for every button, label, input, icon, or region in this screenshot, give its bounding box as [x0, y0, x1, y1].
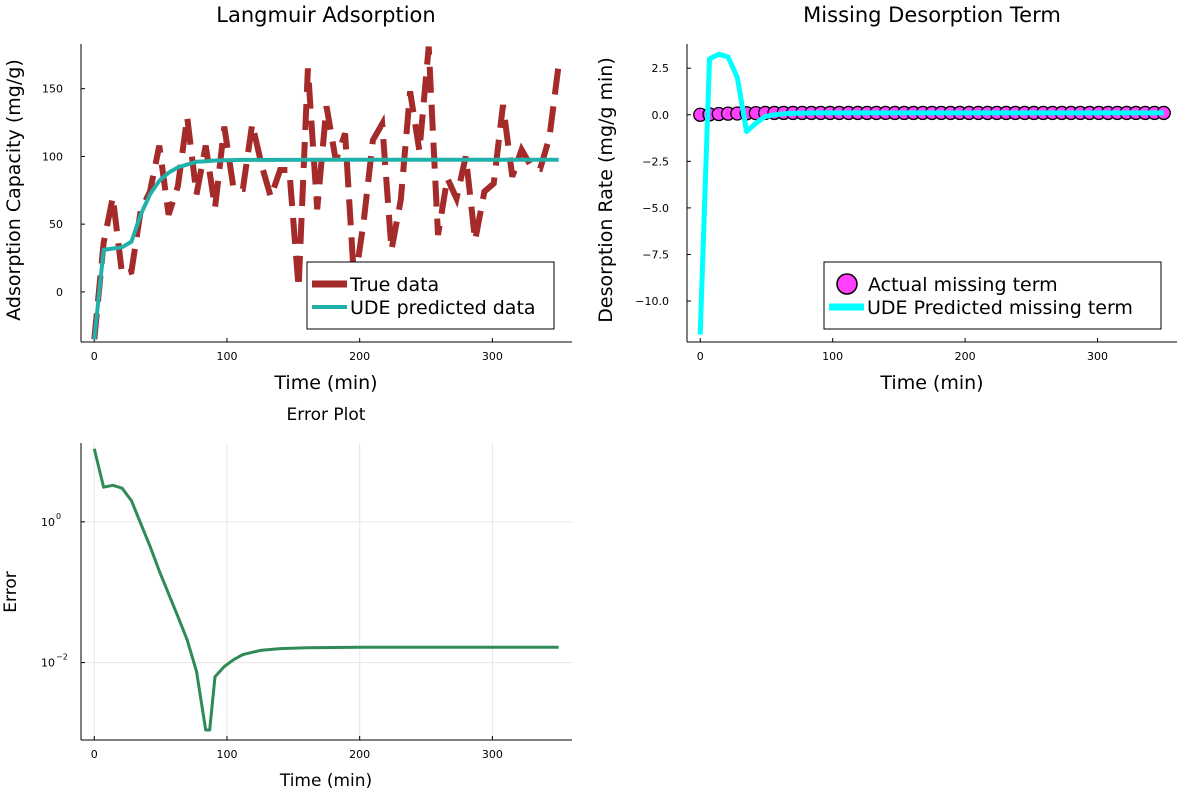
langmuir-adsorption-panel: Langmuir Adsorption Time (min) Adsorptio… [3, 3, 572, 394]
y-tick-label: 10 [41, 657, 55, 670]
y-tick-exponent: 0 [56, 512, 61, 521]
plot-area [92, 448, 559, 732]
y-tick-label: 0.0 [652, 109, 670, 122]
plot-area [91, 46, 562, 340]
x-tick-label: 300 [482, 748, 503, 761]
axis-ticks: 0 100 200 300 0 50 100 150 [42, 83, 503, 363]
x-tick-label: 200 [955, 350, 976, 363]
y-tick-label: 10 [41, 516, 55, 529]
y-tick-label: −2.5 [642, 155, 669, 168]
legend-label-true-data: True data [349, 274, 439, 296]
y-tick-label: 2.5 [652, 62, 670, 75]
x-tick-label: 100 [216, 748, 237, 761]
y-tick-label: −7.5 [642, 248, 669, 261]
x-tick-label: 0 [91, 748, 98, 761]
legend-box [823, 261, 1162, 330]
x-tick-label: 200 [349, 748, 370, 761]
legend: True data UDE predicted data [306, 261, 555, 330]
series-line-true-data [91, 46, 562, 340]
y-tick-exponent: −2 [56, 653, 68, 662]
grid [81, 443, 572, 740]
missing-desorption-panel: Missing Desorption Term Time (min) Desor… [595, 3, 1177, 394]
x-tick-label: 100 [216, 350, 237, 363]
series-line-ude-predicted [92, 157, 559, 340]
legend-label-ude-predicted: UDE predicted data [350, 297, 536, 319]
panel-title: Error Plot [287, 405, 366, 425]
y-axis-label: Adsorption Capacity (mg/g) [3, 59, 25, 320]
panel-title: Missing Desorption Term [803, 3, 1061, 27]
y-tick-label: 150 [42, 83, 63, 96]
x-tick-label: 200 [349, 350, 370, 363]
legend-label-ude-predicted: UDE Predicted missing term [867, 297, 1133, 319]
plot-area [693, 51, 1171, 335]
series-line-ude-predicted [697, 51, 1164, 335]
legend-box [306, 261, 555, 330]
y-tick-label: −5.0 [642, 202, 669, 215]
y-tick-label: 100 [42, 150, 63, 163]
x-tick-label: 300 [1087, 350, 1108, 363]
x-tick-label: 0 [697, 350, 704, 363]
x-axis-label: Time (min) [279, 771, 372, 791]
axis-ticks: 0 100 200 300 2.5 0.0 −2.5 −5.0 −7.5 −10.0 [635, 62, 1108, 363]
legend-label-actual: Actual missing term [868, 274, 1058, 296]
y-tick-label: 50 [49, 218, 63, 231]
series-line-error [92, 448, 559, 732]
x-tick-label: 100 [822, 350, 843, 363]
x-tick-label: 300 [482, 350, 503, 363]
y-tick-label: −10.0 [635, 295, 669, 308]
x-tick-label: 0 [91, 350, 98, 363]
y-axis-label: Desorption Rate (mg/g min) [595, 57, 617, 322]
panel-title: Langmuir Adsorption [216, 3, 435, 27]
error-plot-panel: Error Plot Time (min) Error 0 100 200 30010… [1, 405, 572, 791]
legend: Actual missing term UDE Predicted missin… [823, 261, 1162, 330]
legend-marker-actual [836, 273, 858, 295]
y-tick-label: 0 [56, 286, 63, 299]
x-axis-label: Time (min) [879, 372, 983, 394]
y-axis-label: Error [1, 571, 21, 612]
x-axis-label: Time (min) [273, 372, 377, 394]
